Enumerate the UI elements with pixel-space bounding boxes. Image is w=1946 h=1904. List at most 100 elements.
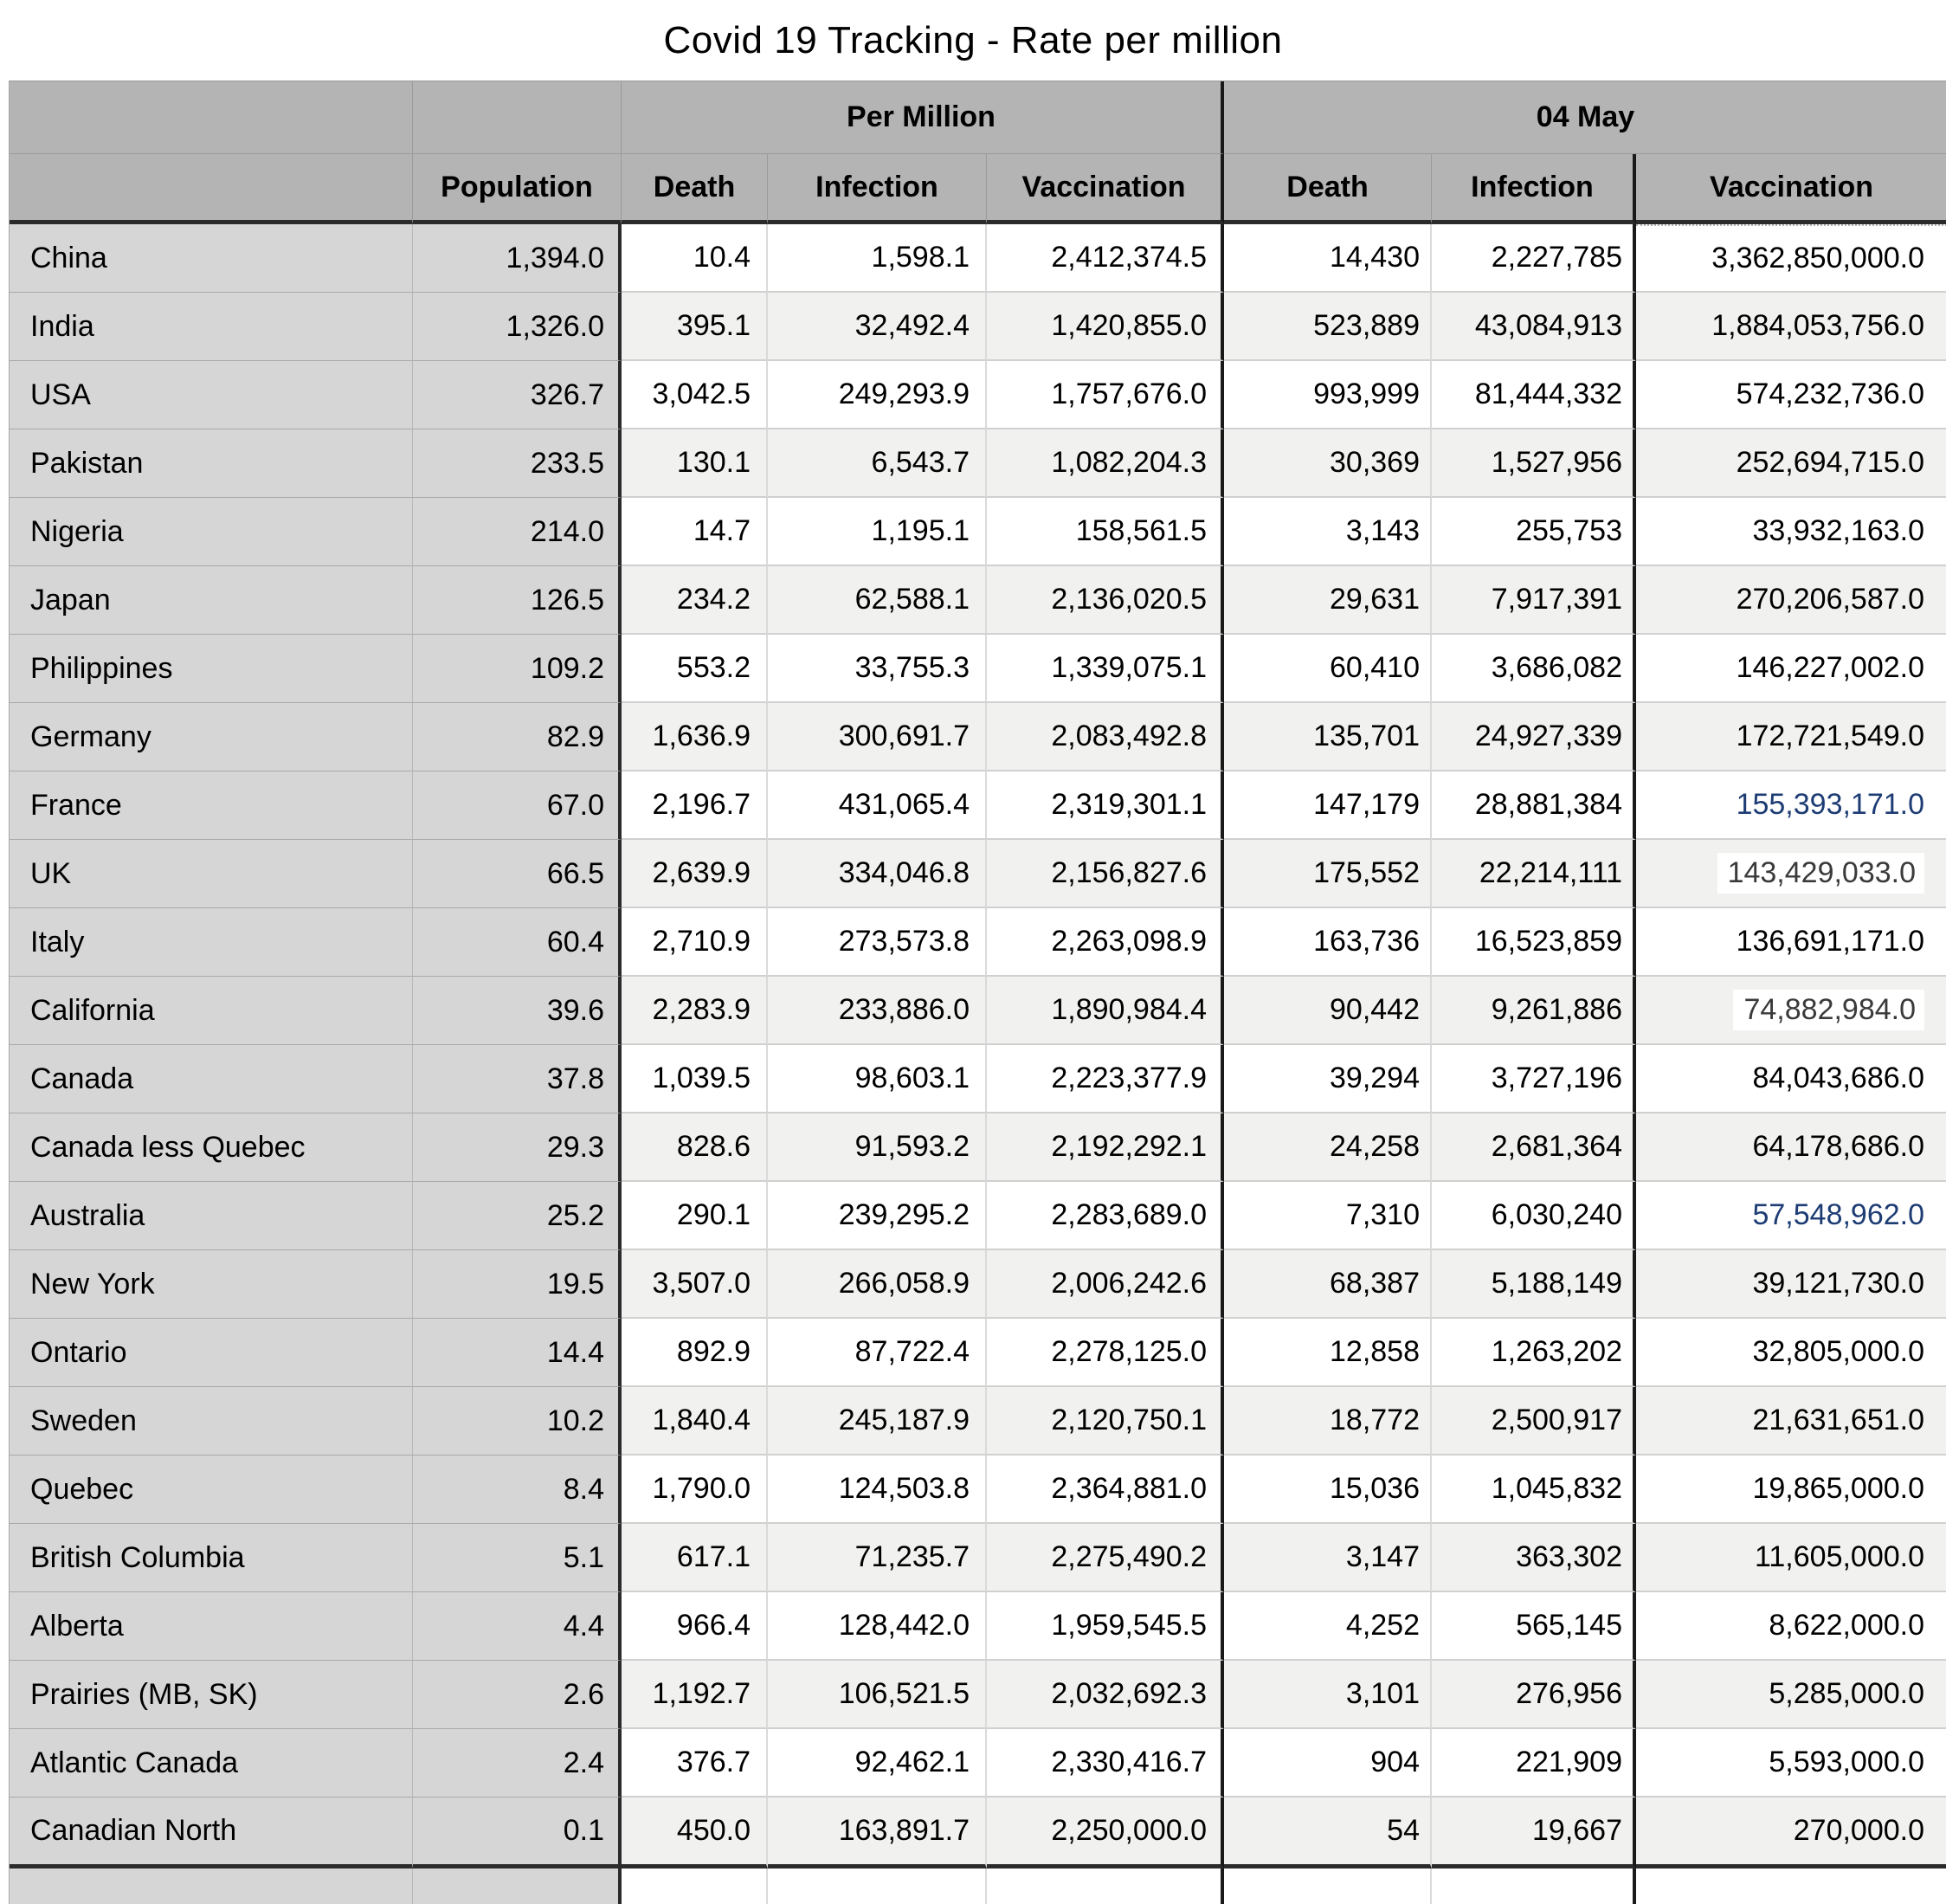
cell-may_death[interactable]: 60,410 — [1224, 635, 1432, 703]
cell-may_vaccination[interactable]: 5,285,000.0 — [1636, 1661, 1946, 1729]
cell-pm_vaccination[interactable]: 2,192,292.1 — [987, 1113, 1224, 1182]
cell-pm_infection[interactable]: 106,521.5 — [768, 1661, 987, 1729]
cell-may_death[interactable]: 90,442 — [1224, 977, 1432, 1045]
cell-pm_death[interactable]: 234.2 — [622, 566, 768, 635]
cell-region-name[interactable]: Canada — [10, 1045, 413, 1113]
cell-may_death[interactable]: 18,772 — [1224, 1387, 1432, 1455]
cell-may_infection[interactable]: 1,527,956 — [1432, 429, 1636, 498]
cell-may_vaccination[interactable]: 143,429,033.0 — [1636, 840, 1946, 908]
cell-population[interactable]: 29.3 — [413, 1113, 622, 1182]
blank-cell[interactable] — [413, 81, 622, 154]
cell-pm_infection[interactable]: 92,462.1 — [768, 1729, 987, 1798]
cell-population[interactable]: 14.4 — [413, 1319, 622, 1387]
cell-pm_vaccination[interactable]: 2,136,020.5 — [987, 566, 1224, 635]
cell-population[interactable]: 214.0 — [413, 498, 622, 566]
cell-may_infection[interactable]: 16,523,859 — [1432, 908, 1636, 977]
cell-pm_death[interactable]: 1,192.7 — [622, 1661, 768, 1729]
cell-region-name[interactable]: Ontario — [10, 1319, 413, 1387]
cell-may_infection[interactable]: 2,500,917 — [1432, 1387, 1636, 1455]
cell-may_vaccination[interactable]: 32,805,000.0 — [1636, 1319, 1946, 1387]
cell-population[interactable]: 60.4 — [413, 908, 622, 977]
cell-may_infection[interactable]: 81,444,332 — [1432, 361, 1636, 429]
cell-pm_infection[interactable]: 245,187.9 — [768, 1387, 987, 1455]
cell-may_vaccination[interactable]: 136,691,171.0 — [1636, 908, 1946, 977]
cell-may_vaccination[interactable]: 74,882,984.0 — [1636, 977, 1946, 1045]
cell-pm_vaccination[interactable]: 2,083,492.8 — [987, 703, 1224, 771]
corner-blank-cell[interactable] — [10, 81, 413, 154]
cell-population[interactable]: 82.9 — [413, 703, 622, 771]
cell-population[interactable]: 37.8 — [413, 1045, 622, 1113]
cell-pm_death[interactable]: 14.7 — [622, 498, 768, 566]
cell-may_vaccination[interactable]: 64,178,686.0 — [1636, 1113, 1946, 1182]
cell-may_death[interactable]: 147,179 — [1224, 771, 1432, 840]
cell-empty[interactable] — [413, 1869, 622, 1904]
cell-region-name[interactable]: UK — [10, 840, 413, 908]
cell-population[interactable]: 126.5 — [413, 566, 622, 635]
cell-pm_death[interactable]: 1,039.5 — [622, 1045, 768, 1113]
column-header-may-vaccination[interactable]: Vaccination — [1636, 154, 1946, 224]
cell-may_death[interactable]: 3,147 — [1224, 1524, 1432, 1592]
cell-pm_infection[interactable]: 6,543.7 — [768, 429, 987, 498]
cell-may_vaccination[interactable]: 146,227,002.0 — [1636, 635, 1946, 703]
cell-population[interactable]: 233.5 — [413, 429, 622, 498]
cell-may_death[interactable]: 135,701 — [1224, 703, 1432, 771]
cell-empty[interactable] — [1224, 1869, 1432, 1904]
cell-may_death[interactable]: 68,387 — [1224, 1250, 1432, 1319]
cell-pm_death[interactable]: 1,636.9 — [622, 703, 768, 771]
cell-may_infection[interactable]: 221,909 — [1432, 1729, 1636, 1798]
group-header-date[interactable]: 04 May — [1224, 81, 1946, 154]
cell-population[interactable]: 2.4 — [413, 1729, 622, 1798]
cell-pm_death[interactable]: 130.1 — [622, 429, 768, 498]
cell-empty[interactable] — [10, 1869, 413, 1904]
cell-pm_vaccination[interactable]: 158,561.5 — [987, 498, 1224, 566]
cell-may_death[interactable]: 993,999 — [1224, 361, 1432, 429]
cell-pm_infection[interactable]: 249,293.9 — [768, 361, 987, 429]
cell-pm_infection[interactable]: 163,891.7 — [768, 1798, 987, 1869]
cell-pm_death[interactable]: 10.4 — [622, 224, 768, 293]
cell-pm_infection[interactable]: 239,295.2 — [768, 1182, 987, 1250]
cell-pm_infection[interactable]: 266,058.9 — [768, 1250, 987, 1319]
cell-pm_infection[interactable]: 33,755.3 — [768, 635, 987, 703]
blank-cell[interactable] — [10, 154, 413, 224]
cell-population[interactable]: 109.2 — [413, 635, 622, 703]
cell-may_infection[interactable]: 2,681,364 — [1432, 1113, 1636, 1182]
cell-may_death[interactable]: 54 — [1224, 1798, 1432, 1869]
cell-may_death[interactable]: 29,631 — [1224, 566, 1432, 635]
cell-may_vaccination[interactable]: 33,932,163.0 — [1636, 498, 1946, 566]
cell-pm_infection[interactable]: 1,598.1 — [768, 224, 987, 293]
cell-pm_death[interactable]: 1,840.4 — [622, 1387, 768, 1455]
cell-population[interactable]: 19.5 — [413, 1250, 622, 1319]
cell-region-name[interactable]: Canadian North — [10, 1798, 413, 1869]
cell-pm_death[interactable]: 395.1 — [622, 293, 768, 361]
cell-pm_vaccination[interactable]: 2,412,374.5 — [987, 224, 1224, 293]
cell-may_death[interactable]: 30,369 — [1224, 429, 1432, 498]
cell-may_infection[interactable]: 5,188,149 — [1432, 1250, 1636, 1319]
cell-may_infection[interactable]: 28,881,384 — [1432, 771, 1636, 840]
cell-may_vaccination[interactable]: 270,000.0 — [1636, 1798, 1946, 1869]
cell-empty[interactable] — [987, 1869, 1224, 1904]
cell-region-name[interactable]: Prairies (MB, SK) — [10, 1661, 413, 1729]
cell-pm_death[interactable]: 376.7 — [622, 1729, 768, 1798]
cell-region-name[interactable]: California — [10, 977, 413, 1045]
cell-population[interactable]: 326.7 — [413, 361, 622, 429]
cell-population[interactable]: 10.2 — [413, 1387, 622, 1455]
cell-pm_death[interactable]: 290.1 — [622, 1182, 768, 1250]
cell-pm_death[interactable]: 553.2 — [622, 635, 768, 703]
cell-pm_infection[interactable]: 300,691.7 — [768, 703, 987, 771]
cell-region-name[interactable]: New York — [10, 1250, 413, 1319]
cell-pm_vaccination[interactable]: 2,330,416.7 — [987, 1729, 1224, 1798]
cell-may_infection[interactable]: 6,030,240 — [1432, 1182, 1636, 1250]
cell-pm_vaccination[interactable]: 2,283,689.0 — [987, 1182, 1224, 1250]
column-header-population[interactable]: Population — [413, 154, 622, 224]
cell-pm_vaccination[interactable]: 1,890,984.4 — [987, 977, 1224, 1045]
cell-population[interactable]: 0.1 — [413, 1798, 622, 1869]
cell-may_infection[interactable]: 2,227,785 — [1432, 224, 1636, 293]
cell-may_infection[interactable]: 3,686,082 — [1432, 635, 1636, 703]
cell-region-name[interactable]: China — [10, 224, 413, 293]
cell-pm_infection[interactable]: 1,195.1 — [768, 498, 987, 566]
cell-may_infection[interactable]: 363,302 — [1432, 1524, 1636, 1592]
column-header-pm-death[interactable]: Death — [622, 154, 768, 224]
cell-region-name[interactable]: Atlantic Canada — [10, 1729, 413, 1798]
cell-pm_death[interactable]: 3,507.0 — [622, 1250, 768, 1319]
cell-may_infection[interactable]: 3,727,196 — [1432, 1045, 1636, 1113]
